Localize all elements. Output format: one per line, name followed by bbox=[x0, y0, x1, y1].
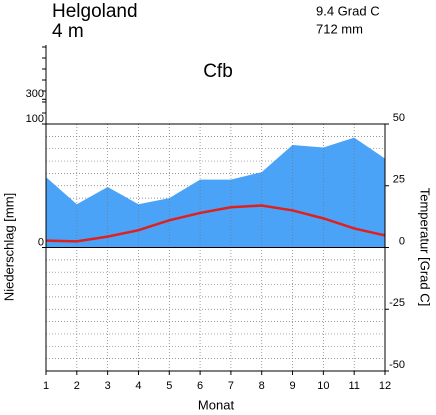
x-tick-label: 12 bbox=[379, 380, 391, 392]
x-tick-label: 3 bbox=[105, 380, 111, 392]
y2-tick-label: 0 bbox=[399, 235, 405, 247]
x-tick-label: 11 bbox=[348, 380, 359, 392]
x-tick-label: 4 bbox=[135, 380, 141, 392]
x-tick-label: 7 bbox=[228, 380, 234, 392]
chart-subtitle: 4 m bbox=[52, 21, 84, 42]
x-axis-label: Monat bbox=[198, 397, 235, 412]
x-tick-label: 9 bbox=[289, 380, 295, 392]
y2-axis-label: Temperatur [Grad C] bbox=[418, 188, 433, 307]
y2-tick-label: 50 bbox=[393, 112, 405, 124]
x-tick-label: 2 bbox=[74, 380, 80, 392]
annotation: 9.4 Grad C bbox=[316, 3, 380, 18]
y-axis-label: Niederschlag [mm] bbox=[1, 193, 16, 301]
x-tick-label: 1 bbox=[43, 380, 49, 392]
y2-tick-label: 25 bbox=[393, 174, 405, 186]
y-tick-label: 100 bbox=[26, 113, 44, 125]
y-tick-label: 300 bbox=[26, 88, 44, 100]
y2-tick-label: -25 bbox=[389, 297, 405, 309]
temperature-line bbox=[45, 204, 386, 243]
precipitation-area bbox=[46, 137, 385, 248]
x-tick-label: 8 bbox=[259, 380, 265, 392]
annotation: 712 mm bbox=[316, 21, 363, 36]
x-tick-label: 10 bbox=[317, 380, 329, 392]
y-tick-label: 0 bbox=[38, 236, 44, 248]
annotation: Cfb bbox=[203, 61, 233, 82]
x-tick-label: 6 bbox=[197, 380, 203, 392]
y2-tick-label: -50 bbox=[389, 359, 405, 371]
chart-title: Helgoland bbox=[52, 1, 138, 22]
x-tick-label: 5 bbox=[166, 380, 172, 392]
